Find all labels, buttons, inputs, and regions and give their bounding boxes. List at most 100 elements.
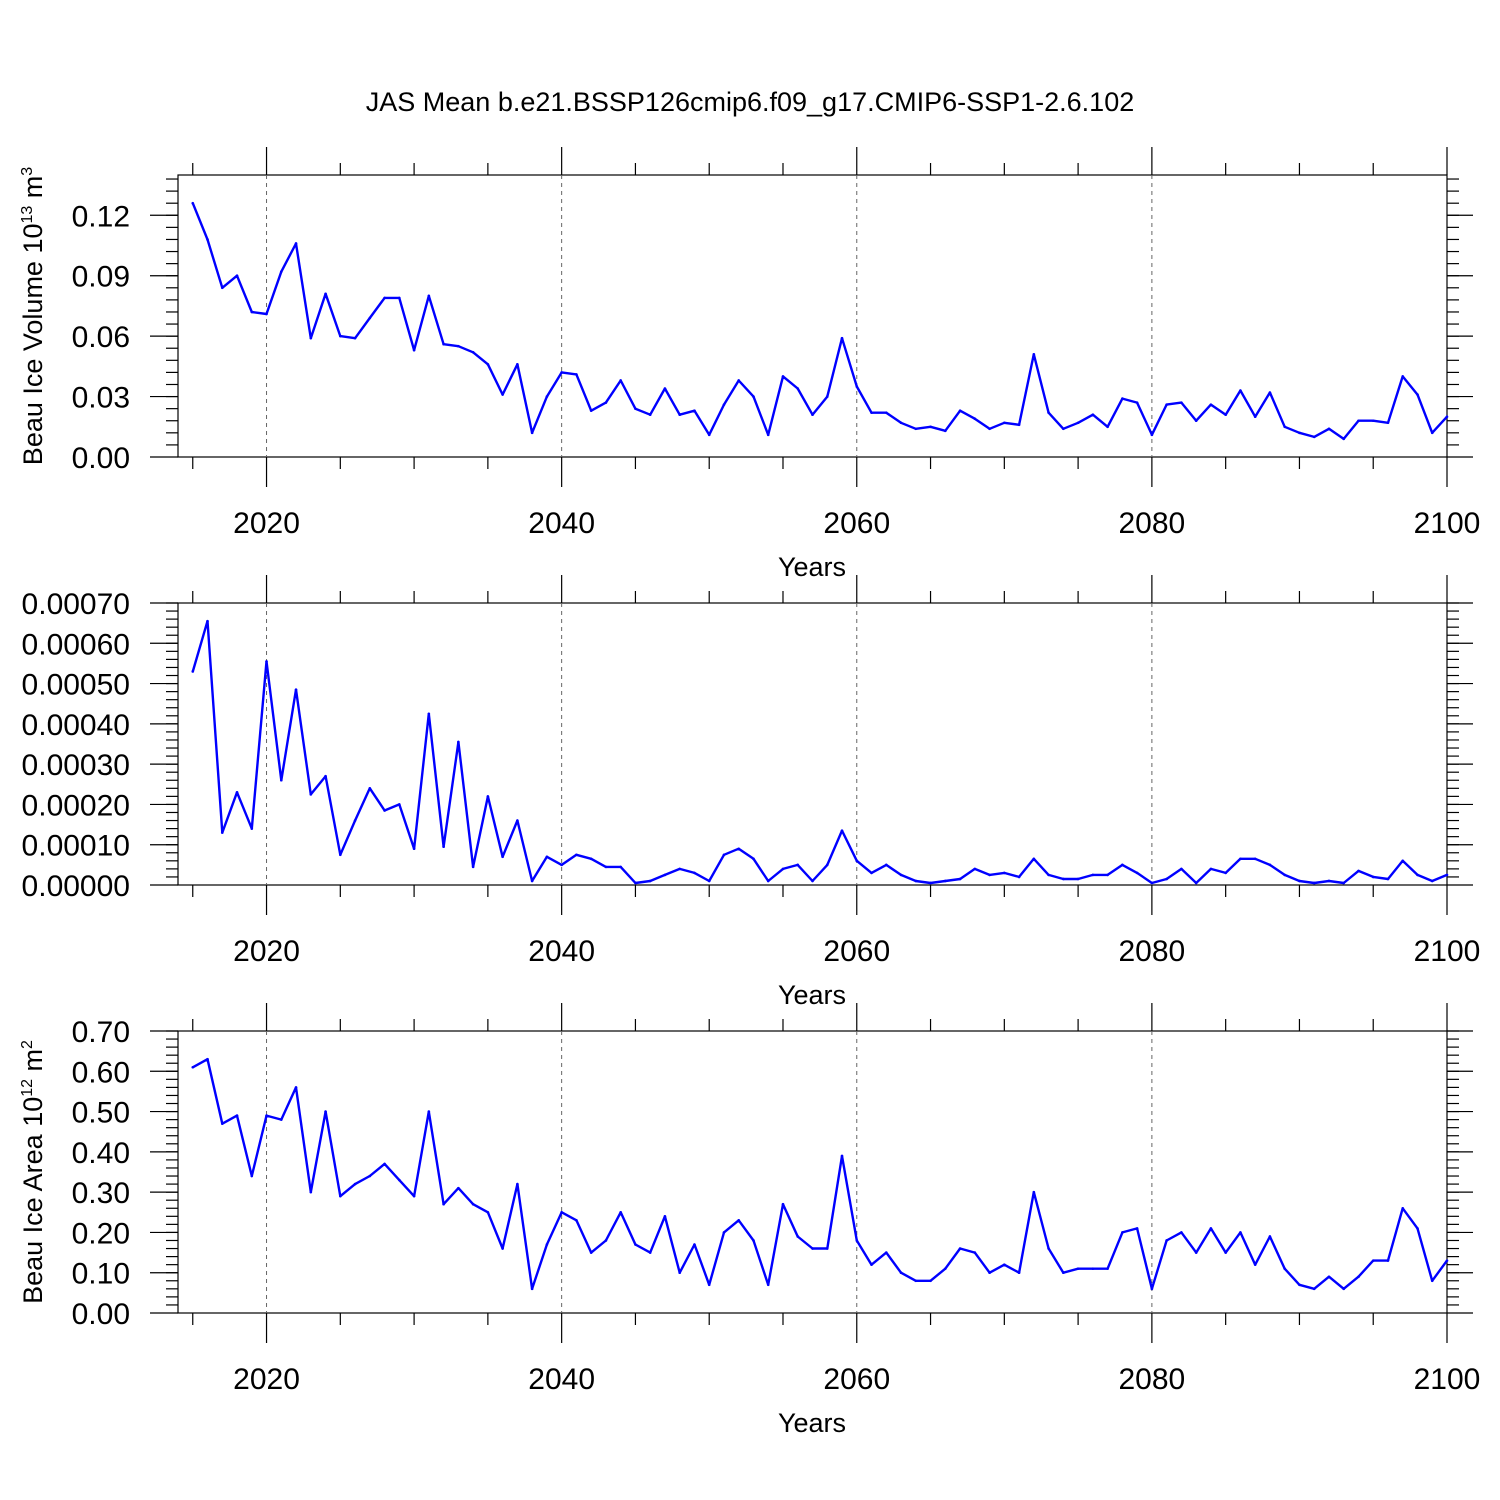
- data-point: [545, 395, 549, 398]
- data-point: [766, 433, 770, 437]
- data-point: [796, 1235, 800, 1238]
- data-point: [220, 1122, 224, 1125]
- data-point: [220, 286, 224, 290]
- data-point: [383, 809, 386, 812]
- data-point: [1106, 873, 1109, 877]
- data-point: [1032, 1190, 1036, 1194]
- x-tick-label: 2060: [823, 507, 890, 540]
- data-point: [235, 274, 239, 278]
- data-point: [1062, 427, 1065, 431]
- y-tick-label: 0.00030: [22, 749, 130, 782]
- data-point: [1298, 431, 1301, 435]
- x-tick-label: 2020: [233, 1363, 300, 1396]
- data-point: [648, 413, 652, 417]
- data-point: [648, 879, 652, 883]
- data-point: [486, 363, 490, 366]
- data-point: [1445, 1259, 1449, 1262]
- data-point: [1165, 403, 1168, 406]
- data-point: [973, 867, 977, 871]
- x-tick-label: 2060: [823, 1363, 890, 1396]
- x-axis-title: Years: [778, 1408, 846, 1438]
- data-point: [427, 294, 431, 298]
- data-point: [206, 238, 209, 241]
- panel-ice-area: 2020 2040 2060 2080 2100 0.00 0.10 0.20 0.30 0.40…: [18, 1003, 1480, 1438]
- data-point: [752, 395, 755, 398]
- data-point: [471, 1202, 475, 1206]
- data-point: [914, 1279, 918, 1283]
- data-point: [1445, 415, 1449, 419]
- data-point: [1150, 881, 1154, 885]
- x-tick-label: 2040: [528, 507, 595, 540]
- data-point: [1283, 425, 1286, 429]
- data-point: [988, 427, 991, 431]
- data-point: [781, 1202, 785, 1206]
- series-line: [191, 202, 1448, 441]
- y-tick-label: 0.70: [72, 1016, 130, 1049]
- data-point: [1180, 1231, 1183, 1234]
- data-point: [309, 793, 313, 796]
- data-point: [309, 1190, 313, 1194]
- data-point: [1253, 1263, 1257, 1266]
- data-point: [604, 1239, 608, 1242]
- data-point: [722, 853, 726, 857]
- data-point: [250, 827, 254, 830]
- data-point: [929, 425, 932, 429]
- data-point: [944, 429, 947, 433]
- data-point: [457, 1186, 460, 1190]
- y-tick-label: 0.00: [72, 442, 130, 475]
- y-axis-title: Beau Ice Area 1012 m2: [18, 1040, 48, 1304]
- data-point: [1121, 863, 1124, 867]
- y-tick-label: 0.00010: [22, 830, 130, 863]
- data-point: [1312, 435, 1316, 439]
- data-point: [1327, 879, 1331, 883]
- data-point: [1386, 1259, 1390, 1262]
- y-tick-label: 0.30: [72, 1177, 130, 1210]
- data-point: [1268, 391, 1272, 394]
- x-tick-label: 2020: [233, 507, 300, 540]
- data-point: [1312, 881, 1316, 885]
- series-line: [191, 619, 1448, 885]
- data-point: [1062, 1271, 1065, 1275]
- data-point: [1135, 1227, 1139, 1230]
- data-point: [796, 863, 800, 867]
- data-point: [619, 1210, 622, 1214]
- data-point: [324, 774, 327, 778]
- data-point: [1268, 1235, 1272, 1238]
- data-point: [811, 879, 814, 883]
- data-point: [575, 1219, 578, 1222]
- y-tick-label: 0.10: [72, 1258, 130, 1291]
- y-tick-label: 0.00050: [22, 669, 130, 702]
- data-point: [206, 619, 209, 623]
- data-point: [442, 845, 445, 849]
- data-point: [1150, 433, 1154, 437]
- data-point: [604, 401, 608, 404]
- data-point: [1017, 1271, 1021, 1275]
- x-tick-label: 2100: [1414, 507, 1481, 540]
- data-point: [855, 385, 859, 388]
- data-point: [707, 433, 711, 437]
- y-axis-title: Beau Ice Volume 1013 m3: [18, 167, 48, 465]
- series-line: [192, 1057, 1448, 1291]
- data-point: [914, 879, 918, 883]
- data-point: [530, 1287, 534, 1291]
- data-point: [1371, 419, 1375, 423]
- data-point: [693, 409, 696, 412]
- data-point: [855, 1239, 859, 1242]
- y-tick-label: 0.40: [72, 1137, 130, 1170]
- data-point: [648, 1251, 652, 1254]
- data-point: [545, 1243, 549, 1246]
- data-point: [206, 1057, 209, 1061]
- data-point: [766, 879, 770, 883]
- data-point: [398, 803, 401, 806]
- data-point: [1106, 1267, 1109, 1270]
- data-point: [1180, 401, 1183, 404]
- data-point: [1239, 389, 1242, 392]
- y-tick-label: 0.00020: [22, 789, 130, 822]
- data-point: [265, 312, 268, 316]
- data-point: [1430, 431, 1434, 435]
- data-point: [265, 1114, 268, 1117]
- data-point: [412, 1194, 416, 1198]
- data-point: [678, 413, 681, 417]
- data-point: [294, 688, 298, 691]
- data-point: [884, 1251, 888, 1254]
